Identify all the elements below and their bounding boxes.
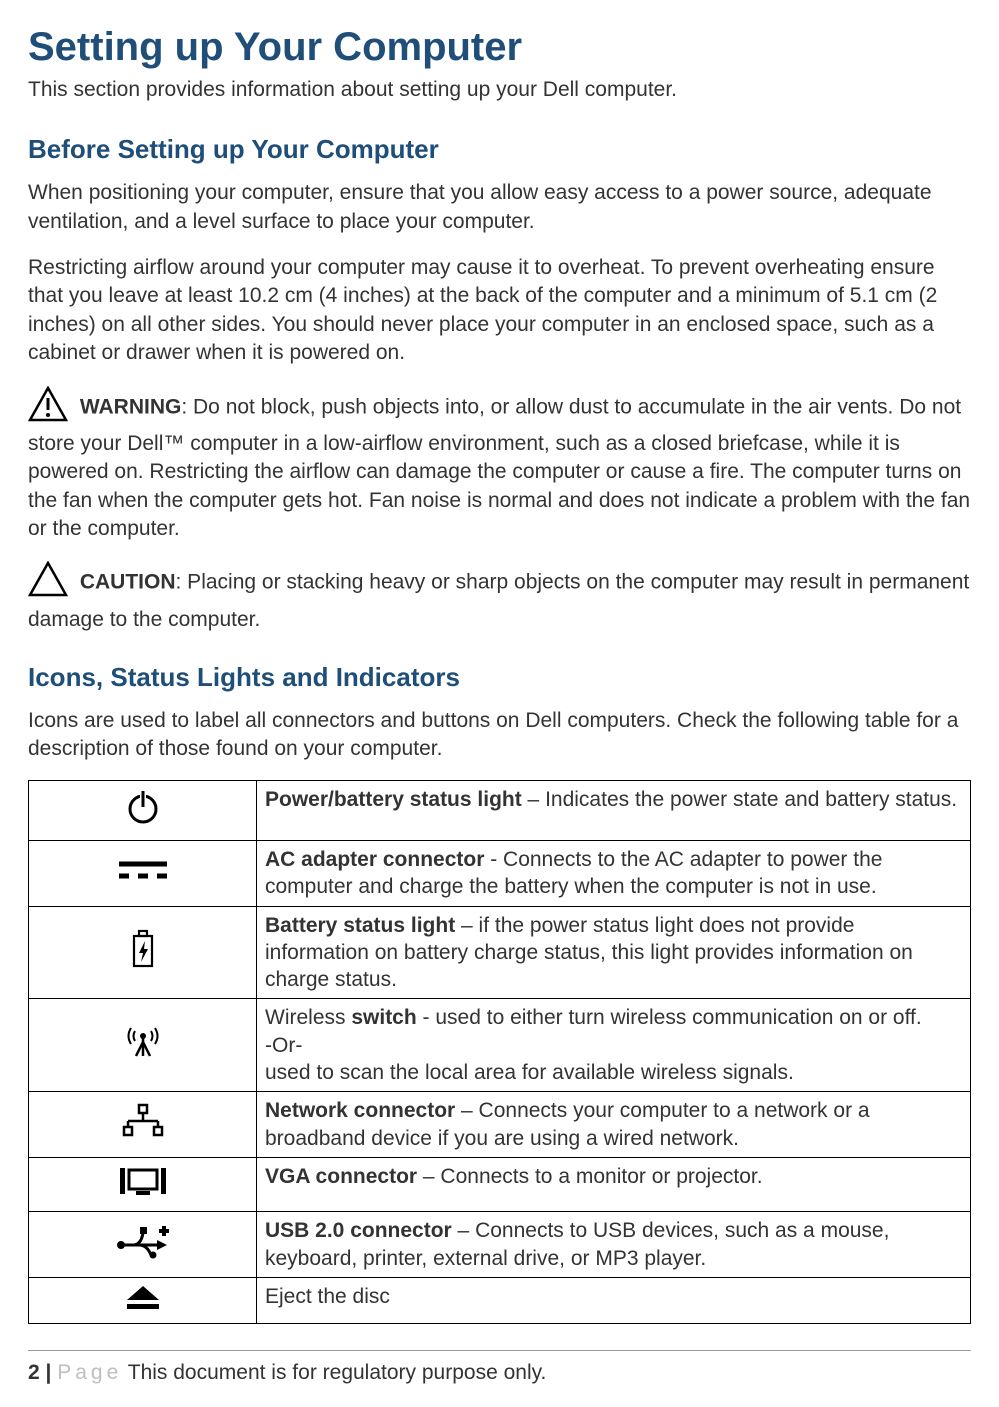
table-row: Wireless switch - used to either turn wi… xyxy=(29,999,971,1092)
eject-desc: Eject the disc xyxy=(257,1277,971,1323)
page-title: Setting up Your Computer xyxy=(28,20,971,74)
table-row: VGA connector – Connects to a monitor or… xyxy=(29,1157,971,1211)
table-row: Power/battery status light – Indicates t… xyxy=(29,780,971,840)
footer-separator: | xyxy=(40,1361,58,1384)
before-para-2: Restricting airflow around your computer… xyxy=(28,254,971,367)
before-section: Before Setting up Your Computer When pos… xyxy=(28,132,971,634)
intro-text: This section provides information about … xyxy=(28,76,971,104)
eject-icon xyxy=(29,1277,257,1323)
caution-block: CAUTION: Placing or stacking heavy or sh… xyxy=(28,561,971,634)
page-footer: 2 | Page This document is for regulatory… xyxy=(28,1359,971,1387)
ac-adapter-icon xyxy=(29,840,257,906)
vga-desc: VGA connector – Connects to a monitor or… xyxy=(257,1157,971,1211)
usb-desc: USB 2.0 connector – Connects to USB devi… xyxy=(257,1212,971,1278)
table-row: Network connector – Connects your comput… xyxy=(29,1092,971,1158)
icons-table: Power/battery status light – Indicates t… xyxy=(28,780,971,1324)
table-row: Battery status light – if the power stat… xyxy=(29,906,971,999)
footer-rule xyxy=(28,1350,971,1351)
battery-icon xyxy=(29,906,257,999)
footer-note: This document is for regulatory purpose … xyxy=(122,1361,546,1384)
footer-page-number: 2 xyxy=(28,1361,40,1384)
network-icon xyxy=(29,1092,257,1158)
before-para-1: When positioning your computer, ensure t… xyxy=(28,179,971,236)
icons-heading: Icons, Status Lights and Indicators xyxy=(28,660,971,695)
network-desc: Network connector – Connects your comput… xyxy=(257,1092,971,1158)
footer-page-label: Page xyxy=(57,1361,122,1384)
ac-desc: AC adapter connector - Connects to the A… xyxy=(257,840,971,906)
icons-intro: Icons are used to label all connectors a… xyxy=(28,707,971,764)
warning-icon xyxy=(28,386,68,430)
usb-icon xyxy=(29,1212,257,1278)
table-row: Eject the disc xyxy=(29,1277,971,1323)
table-row: USB 2.0 connector – Connects to USB devi… xyxy=(29,1212,971,1278)
caution-icon xyxy=(28,561,68,605)
vga-icon xyxy=(29,1157,257,1211)
warning-label: WARNING xyxy=(80,395,182,418)
power-icon xyxy=(29,780,257,840)
power-desc: Power/battery status light – Indicates t… xyxy=(257,780,971,840)
caution-label: CAUTION xyxy=(80,571,176,594)
table-row: AC adapter connector - Connects to the A… xyxy=(29,840,971,906)
before-heading: Before Setting up Your Computer xyxy=(28,132,971,167)
wireless-icon xyxy=(29,999,257,1092)
battery-desc: Battery status light – if the power stat… xyxy=(257,906,971,999)
warning-block: WARNING: Do not block, push objects into… xyxy=(28,386,971,544)
wireless-desc: Wireless switch - used to either turn wi… xyxy=(257,999,971,1092)
